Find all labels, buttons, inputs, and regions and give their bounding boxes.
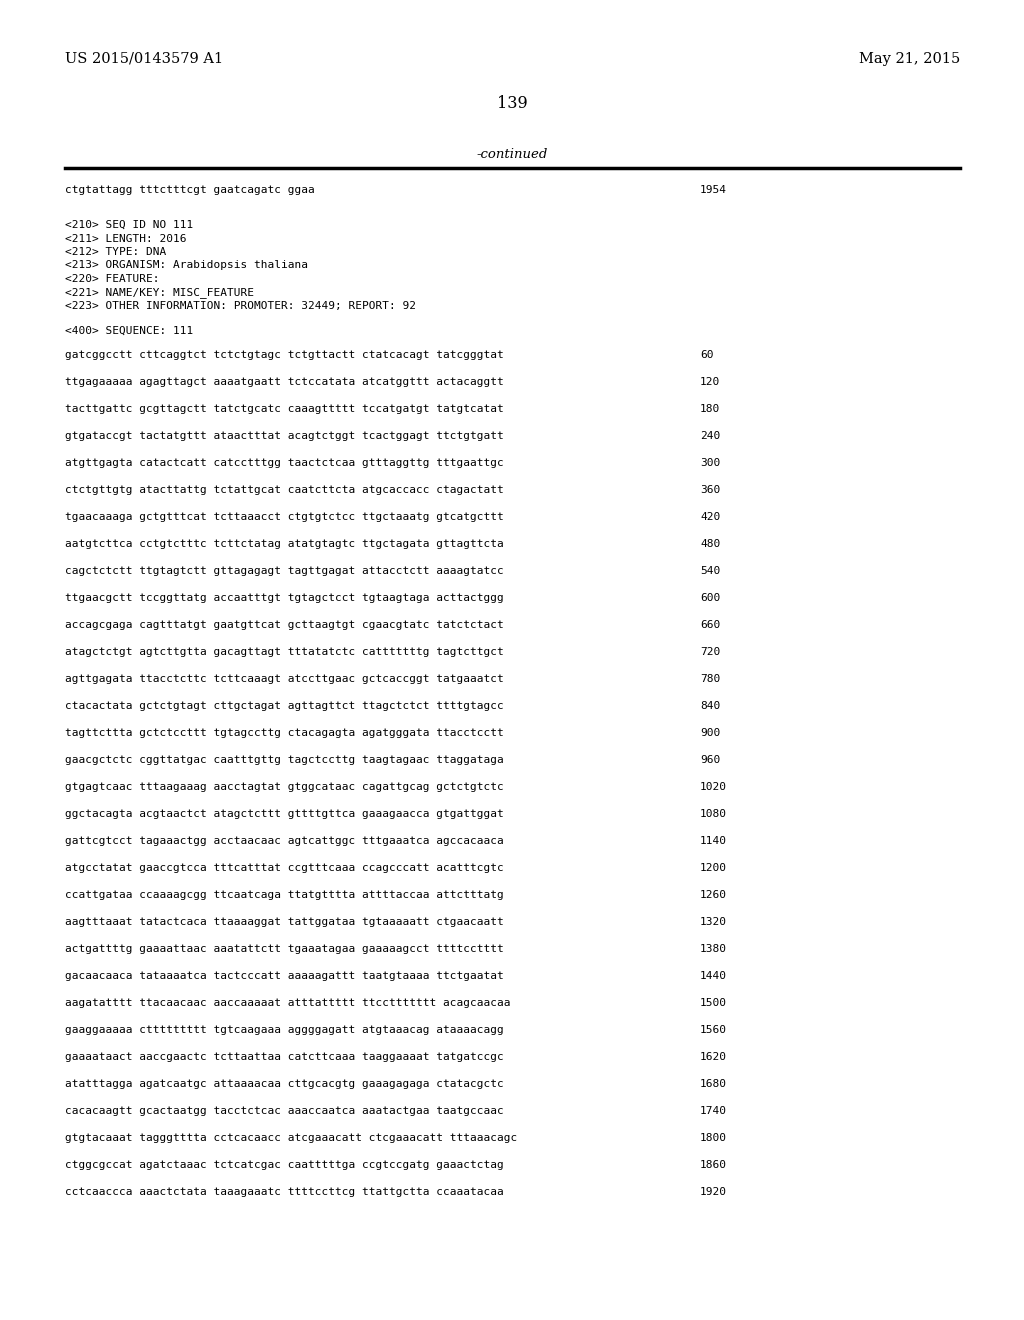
Text: 1500: 1500: [700, 998, 727, 1007]
Text: gtgagtcaac tttaagaaag aacctagtat gtggcataac cagattgcag gctctgtctc: gtgagtcaac tttaagaaag aacctagtat gtggcat…: [65, 781, 504, 792]
Text: 300: 300: [700, 458, 720, 467]
Text: tgaacaaaga gctgtttcat tcttaaacct ctgtgtctcc ttgctaaatg gtcatgcttt: tgaacaaaga gctgtttcat tcttaaacct ctgtgtc…: [65, 512, 504, 521]
Text: <223> OTHER INFORMATION: PROMOTER: 32449; REPORT: 92: <223> OTHER INFORMATION: PROMOTER: 32449…: [65, 301, 416, 312]
Text: gaaaataact aaccgaactc tcttaattaa catcttcaaa taaggaaaat tatgatccgc: gaaaataact aaccgaactc tcttaattaa catcttc…: [65, 1052, 504, 1061]
Text: 240: 240: [700, 430, 720, 441]
Text: <212> TYPE: DNA: <212> TYPE: DNA: [65, 247, 166, 257]
Text: 1200: 1200: [700, 862, 727, 873]
Text: 1320: 1320: [700, 916, 727, 927]
Text: 1860: 1860: [700, 1159, 727, 1170]
Text: 1560: 1560: [700, 1024, 727, 1035]
Text: gaacgctctc cggttatgac caatttgttg tagctccttg taagtagaac ttaggataga: gaacgctctc cggttatgac caatttgttg tagctcc…: [65, 755, 504, 764]
Text: 180: 180: [700, 404, 720, 413]
Text: ctggcgccat agatctaaac tctcatcgac caatttttga ccgtccgatg gaaactctag: ctggcgccat agatctaaac tctcatcgac caatttt…: [65, 1159, 504, 1170]
Text: 139: 139: [497, 95, 527, 112]
Text: aatgtcttca cctgtctttc tcttctatag atatgtagtc ttgctagata gttagttcta: aatgtcttca cctgtctttc tcttctatag atatgta…: [65, 539, 504, 549]
Text: 1440: 1440: [700, 970, 727, 981]
Text: cacacaagtt gcactaatgg tacctctcac aaaccaatca aaatactgaa taatgccaac: cacacaagtt gcactaatgg tacctctcac aaaccaa…: [65, 1106, 504, 1115]
Text: agttgagata ttacctcttc tcttcaaagt atccttgaac gctcaccggt tatgaaatct: agttgagata ttacctcttc tcttcaaagt atccttg…: [65, 673, 504, 684]
Text: gtgtacaaat tagggtttta cctcacaacc atcgaaacatt ctcgaaacatt tttaaacagc: gtgtacaaat tagggtttta cctcacaacc atcgaaa…: [65, 1133, 517, 1143]
Text: gaaggaaaaa cttttttttt tgtcaagaaa aggggagatt atgtaaacag ataaaacagg: gaaggaaaaa cttttttttt tgtcaagaaa aggggag…: [65, 1024, 504, 1035]
Text: accagcgaga cagtttatgt gaatgttcat gcttaagtgt cgaacgtatc tatctctact: accagcgaga cagtttatgt gaatgttcat gcttaag…: [65, 619, 504, 630]
Text: 1260: 1260: [700, 890, 727, 900]
Text: ctacactata gctctgtagt cttgctagat agttagttct ttagctctct ttttgtagcc: ctacactata gctctgtagt cttgctagat agttagt…: [65, 701, 504, 710]
Text: cctcaaccca aaactctata taaagaaatc ttttccttcg ttattgctta ccaaatacaa: cctcaaccca aaactctata taaagaaatc ttttcct…: [65, 1187, 504, 1197]
Text: 1080: 1080: [700, 809, 727, 818]
Text: gatcggcctt cttcaggtct tctctgtagc tctgttactt ctatcacagt tatcgggtat: gatcggcctt cttcaggtct tctctgtagc tctgtta…: [65, 350, 504, 359]
Text: ttgagaaaaa agagttagct aaaatgaatt tctccatata atcatggttt actacaggtt: ttgagaaaaa agagttagct aaaatgaatt tctccat…: [65, 376, 504, 387]
Text: 1920: 1920: [700, 1187, 727, 1197]
Text: ctgtattagg tttctttcgt gaatcagatc ggaa: ctgtattagg tttctttcgt gaatcagatc ggaa: [65, 185, 314, 195]
Text: <210> SEQ ID NO 111: <210> SEQ ID NO 111: [65, 220, 194, 230]
Text: 960: 960: [700, 755, 720, 764]
Text: gacaacaaca tataaaatca tactcccatt aaaaagattt taatgtaaaa ttctgaatat: gacaacaaca tataaaatca tactcccatt aaaaaga…: [65, 970, 504, 981]
Text: 480: 480: [700, 539, 720, 549]
Text: 600: 600: [700, 593, 720, 603]
Text: ccattgataa ccaaaagcgg ttcaatcaga ttatgtttta attttaccaa attctttatg: ccattgataa ccaaaagcgg ttcaatcaga ttatgtt…: [65, 890, 504, 900]
Text: cagctctctt ttgtagtctt gttagagagt tagttgagat attacctctt aaaagtatcc: cagctctctt ttgtagtctt gttagagagt tagttga…: [65, 565, 504, 576]
Text: US 2015/0143579 A1: US 2015/0143579 A1: [65, 51, 223, 66]
Text: tagttcttta gctctccttt tgtagccttg ctacagagta agatgggata ttacctcctt: tagttcttta gctctccttt tgtagccttg ctacaga…: [65, 727, 504, 738]
Text: <221> NAME/KEY: MISC_FEATURE: <221> NAME/KEY: MISC_FEATURE: [65, 288, 254, 298]
Text: <211> LENGTH: 2016: <211> LENGTH: 2016: [65, 234, 186, 243]
Text: May 21, 2015: May 21, 2015: [859, 51, 961, 66]
Text: tacttgattc gcgttagctt tatctgcatc caaagttttt tccatgatgt tatgtcatat: tacttgattc gcgttagctt tatctgcatc caaagtt…: [65, 404, 504, 413]
Text: actgattttg gaaaattaac aaatattctt tgaaatagaa gaaaaagcct ttttcctttt: actgattttg gaaaattaac aaatattctt tgaaata…: [65, 944, 504, 953]
Text: 540: 540: [700, 565, 720, 576]
Text: atgcctatat gaaccgtcca tttcatttat ccgtttcaaa ccagcccatt acatttcgtc: atgcctatat gaaccgtcca tttcatttat ccgtttc…: [65, 862, 504, 873]
Text: aagtttaaat tatactcaca ttaaaaggat tattggataa tgtaaaaatt ctgaacaatt: aagtttaaat tatactcaca ttaaaaggat tattgga…: [65, 916, 504, 927]
Text: ggctacagta acgtaactct atagctcttt gttttgttca gaaagaacca gtgattggat: ggctacagta acgtaactct atagctcttt gttttgt…: [65, 809, 504, 818]
Text: ctctgttgtg atacttattg tctattgcat caatcttcta atgcaccacc ctagactatt: ctctgttgtg atacttattg tctattgcat caatctt…: [65, 484, 504, 495]
Text: 360: 360: [700, 484, 720, 495]
Text: 780: 780: [700, 673, 720, 684]
Text: 840: 840: [700, 701, 720, 710]
Text: 1620: 1620: [700, 1052, 727, 1061]
Text: 1954: 1954: [700, 185, 727, 195]
Text: 720: 720: [700, 647, 720, 656]
Text: gtgataccgt tactatgttt ataactttat acagtctggt tcactggagt ttctgtgatt: gtgataccgt tactatgttt ataactttat acagtct…: [65, 430, 504, 441]
Text: 1680: 1680: [700, 1078, 727, 1089]
Text: <220> FEATURE:: <220> FEATURE:: [65, 275, 160, 284]
Text: 1140: 1140: [700, 836, 727, 846]
Text: 1380: 1380: [700, 944, 727, 953]
Text: 420: 420: [700, 512, 720, 521]
Text: <400> SEQUENCE: 111: <400> SEQUENCE: 111: [65, 325, 194, 335]
Text: gattcgtcct tagaaactgg acctaacaac agtcattggc tttgaaatca agccacaaca: gattcgtcct tagaaactgg acctaacaac agtcatt…: [65, 836, 504, 846]
Text: atagctctgt agtcttgtta gacagttagt tttatatctc catttttttg tagtcttgct: atagctctgt agtcttgtta gacagttagt tttatat…: [65, 647, 504, 656]
Text: 1020: 1020: [700, 781, 727, 792]
Text: 1740: 1740: [700, 1106, 727, 1115]
Text: atatttagga agatcaatgc attaaaacaa cttgcacgtg gaaagagaga ctatacgctc: atatttagga agatcaatgc attaaaacaa cttgcac…: [65, 1078, 504, 1089]
Text: ttgaacgctt tccggttatg accaatttgt tgtagctcct tgtaagtaga acttactggg: ttgaacgctt tccggttatg accaatttgt tgtagct…: [65, 593, 504, 603]
Text: 120: 120: [700, 376, 720, 387]
Text: -continued: -continued: [476, 148, 548, 161]
Text: 1800: 1800: [700, 1133, 727, 1143]
Text: 60: 60: [700, 350, 714, 359]
Text: <213> ORGANISM: Arabidopsis thaliana: <213> ORGANISM: Arabidopsis thaliana: [65, 260, 308, 271]
Text: 660: 660: [700, 619, 720, 630]
Text: atgttgagta catactcatt catcctttgg taactctcaa gtttaggttg tttgaattgc: atgttgagta catactcatt catcctttgg taactct…: [65, 458, 504, 467]
Text: aagatatttt ttacaacaac aaccaaaaat atttattttt ttccttttttt acagcaacaa: aagatatttt ttacaacaac aaccaaaaat atttatt…: [65, 998, 511, 1007]
Text: 900: 900: [700, 727, 720, 738]
